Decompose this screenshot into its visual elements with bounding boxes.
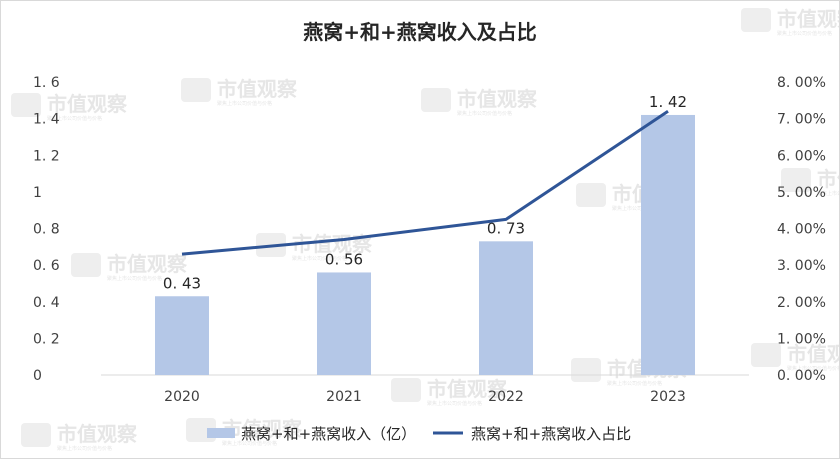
bar-data-label: 0. 73: [487, 219, 525, 237]
watermark-logo: [421, 88, 451, 112]
bar-data-label: 0. 56: [325, 250, 363, 268]
watermark-subtext: 聚焦上市公司价值与价格: [457, 110, 512, 117]
watermark-text: 市值观察: [777, 7, 839, 31]
series-line: [181, 110, 669, 256]
watermark-subtext: 聚焦上市公司价值与价格: [607, 380, 662, 387]
watermark-subtext: 聚焦上市公司价值与价格: [47, 115, 102, 122]
left-tick-label: 1. 4: [33, 112, 60, 128]
right-tick-label: 3. 00%: [777, 258, 826, 274]
right-tick-label: 5. 00%: [777, 185, 826, 201]
bar: [155, 296, 209, 375]
bar: [641, 114, 695, 376]
right-tick-label: 4. 00%: [777, 222, 826, 238]
watermark-logo: [576, 183, 606, 207]
right-tick-label: 6. 00%: [777, 148, 826, 164]
bar-series: 0. 43 0. 56 0. 73 1. 42: [155, 93, 695, 376]
watermark-logo: [751, 343, 781, 367]
watermark-text: 市值观察: [787, 342, 839, 366]
watermark-subtext: 聚焦上市公司价值与价格: [107, 275, 162, 282]
watermark-subtext: 聚焦上市公司价值与价格: [612, 205, 667, 212]
legend-bar-swatch: [207, 428, 235, 438]
watermark-logo: [181, 78, 211, 102]
left-tick-label: 0: [33, 368, 42, 384]
watermark-logo: [71, 253, 101, 277]
left-tick-label: 1. 6: [33, 75, 60, 91]
legend: 燕窝+和+燕窝收入（亿） 燕窝+和+燕窝收入占比: [207, 425, 631, 443]
right-tick-label: 7. 00%: [777, 112, 826, 128]
x-tick-label: 2020: [164, 389, 200, 405]
watermark-logo: [741, 8, 771, 32]
left-tick-label: 1. 2: [33, 148, 60, 164]
bar-data-label: 1. 42: [649, 93, 687, 111]
legend-bar-label: 燕窝+和+燕窝收入（亿）: [241, 425, 416, 443]
watermark-text: 市值观察: [107, 252, 188, 276]
watermark-logo: [571, 358, 601, 382]
left-tick-label: 0. 8: [33, 222, 60, 238]
x-axis: 2020 2021 2022 2023: [164, 389, 686, 405]
right-tick-label: 2. 00%: [777, 295, 826, 311]
watermark-logo: [21, 423, 51, 447]
bar: [317, 272, 371, 375]
watermark-subtext: 聚焦上市公司价值与价格: [787, 365, 839, 372]
watermark-subtext: 聚焦上市公司价值与价格: [57, 445, 112, 452]
bar-data-label: 0. 43: [163, 274, 201, 292]
x-tick-label: 2021: [326, 389, 362, 405]
right-tick-label: 0. 00%: [777, 368, 826, 384]
watermark-text: 市值观察: [817, 167, 839, 191]
right-axis: 0. 00% 1. 00% 2. 00% 3. 00% 4. 00% 5. 00% 6. 0…: [777, 75, 826, 384]
left-tick-label: 1: [33, 185, 42, 201]
watermark-subtext: 聚焦上市公司价值与价格: [217, 100, 272, 107]
watermark-subtext: 聚焦上市公司价值与价格: [222, 440, 277, 447]
x-tick-label: 2023: [650, 389, 686, 405]
watermark-text: 市值观察: [47, 92, 128, 116]
right-tick-label: 8. 00%: [777, 75, 826, 91]
watermark-logo: [391, 378, 421, 402]
right-tick-label: 1. 00%: [777, 331, 826, 347]
watermark-text: 市值观察: [222, 417, 303, 441]
left-tick-label: 0. 2: [33, 331, 60, 347]
chart-title: 燕窝+和+燕窝收入及占比: [303, 20, 537, 44]
watermark-logo: [781, 168, 811, 192]
watermark-subtext: 聚焦上市公司价值与价格: [777, 30, 832, 37]
legend-line-label: 燕窝+和+燕窝收入占比: [471, 425, 631, 443]
left-tick-label: 0. 4: [33, 295, 60, 311]
watermark-text: 市值观察: [57, 422, 138, 446]
watermark-text: 市值观察: [427, 377, 508, 401]
watermark-text: 市值观察: [457, 87, 538, 111]
watermark-subtext: 聚焦上市公司价值与价格: [817, 190, 839, 197]
left-tick-label: 0. 6: [33, 258, 60, 274]
line-series: [181, 110, 669, 256]
watermark-logo: [11, 93, 41, 117]
bar: [479, 241, 533, 375]
watermark-subtext: 聚焦上市公司价值与价格: [292, 255, 347, 262]
watermark-subtext: 聚焦上市公司价值与价格: [427, 400, 482, 407]
left-axis: 0 0. 2 0. 4 0. 6 0. 8 1 1. 2 1. 4 1. 6: [33, 75, 60, 384]
x-tick-label: 2022: [488, 389, 524, 405]
watermark-text: 市值观察: [217, 77, 298, 101]
